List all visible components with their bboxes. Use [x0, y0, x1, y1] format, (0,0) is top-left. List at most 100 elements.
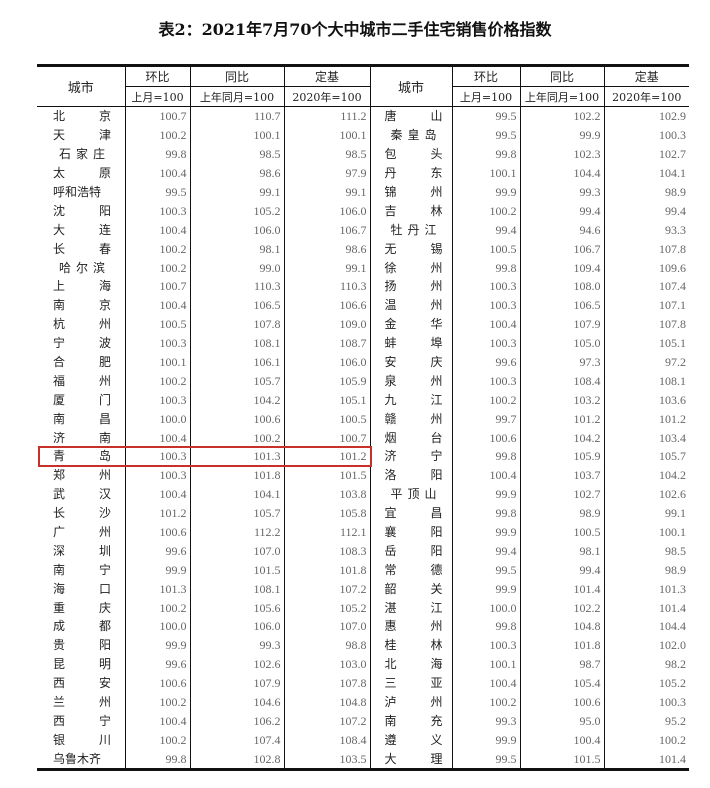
mom-cell: 100.2	[451, 201, 520, 221]
mom-cell: 99.5	[451, 560, 520, 580]
city-name: 北京	[53, 109, 111, 124]
mom-cell: 100.3	[124, 333, 190, 353]
yoy-cell: 106.7	[519, 239, 604, 259]
yoy-cell: 106.1	[189, 352, 284, 372]
city-name: 福州	[53, 373, 111, 388]
fixed-cell: 105.1	[283, 390, 370, 410]
city-name: 天津	[53, 128, 111, 143]
header-yoy-base: 上年同月=100	[519, 86, 604, 107]
mom-cell: 99.8	[451, 503, 520, 523]
city-cell: 合肥	[37, 353, 125, 372]
yoy-cell: 99.4	[519, 201, 604, 221]
mom-cell: 99.5	[451, 749, 520, 772]
yoy-cell: 94.6	[519, 220, 604, 240]
mom-cell: 99.9	[124, 560, 190, 580]
fixed-cell: 107.2	[283, 711, 370, 731]
mom-cell: 99.8	[451, 258, 520, 278]
fixed-cell: 99.1	[283, 258, 370, 278]
yoy-cell: 108.1	[189, 333, 284, 353]
fixed-cell: 98.5	[283, 144, 370, 164]
table-row: 兰州 100.2 104.6 104.8 泸州 100.2 100.6 100.3	[37, 692, 689, 712]
mom-cell: 100.4	[451, 314, 520, 334]
table-row: 厦门 100.3 104.2 105.1 九江 100.2 103.2 103.6	[37, 390, 689, 410]
table-row: 南京 100.4 106.5 106.6 温州 100.3 106.5 107.1	[37, 295, 689, 315]
yoy-cell: 98.9	[519, 503, 604, 523]
yoy-cell: 107.9	[189, 673, 284, 693]
mom-cell: 100.4	[124, 484, 190, 504]
city-name: 长沙	[53, 506, 111, 521]
header-fixed: 定基	[283, 64, 370, 87]
city-name: 南昌	[53, 411, 111, 426]
city-cell: 三亚	[369, 673, 452, 693]
yoy-cell: 102.8	[189, 749, 284, 772]
fixed-cell: 104.4	[603, 617, 689, 636]
city-name: 南充	[384, 713, 443, 728]
mom-cell: 99.8	[124, 749, 190, 772]
mom-cell: 100.2	[124, 239, 190, 259]
mom-cell: 99.4	[451, 220, 520, 240]
yoy-cell: 99.3	[519, 182, 604, 202]
fixed-cell: 111.2	[283, 106, 370, 126]
city-name: 太原	[53, 166, 111, 181]
table-row: 西宁 100.4 106.2 107.2 南充 99.3 95.0 95.2	[37, 711, 689, 731]
mom-cell: 100.2	[124, 692, 190, 712]
mom-cell: 100.2	[451, 390, 520, 410]
city-name: 济宁	[384, 449, 443, 464]
fixed-cell: 107.0	[283, 617, 370, 636]
yoy-cell: 106.0	[189, 617, 284, 636]
city-cell: 吉林	[369, 201, 452, 221]
mom-cell: 99.4	[451, 541, 520, 561]
price-index-table: 城市 环比 同比 定基 城市 环比 同比 定基 上月=100 上年同月=100 …	[37, 64, 689, 772]
mom-cell: 100.4	[124, 295, 190, 315]
city-cell: 沈阳	[37, 201, 125, 220]
city-name: 西宁	[53, 713, 111, 728]
city-cell: 银川	[37, 730, 125, 749]
mom-cell: 100.3	[451, 277, 520, 296]
city-name: 哈尔滨	[59, 260, 105, 275]
table-row: 郑州 100.3 101.8 101.5 洛阳 100.4 103.7 104.2	[37, 465, 689, 485]
city-cell: 平顶山	[369, 484, 452, 504]
header-fixed-base: 2020年=100	[283, 86, 370, 107]
fixed-cell: 98.8	[283, 635, 370, 655]
mom-cell: 100.6	[451, 428, 520, 448]
yoy-cell: 102.6	[189, 654, 284, 674]
fixed-cell: 107.8	[603, 239, 689, 259]
mom-cell: 99.8	[451, 617, 520, 636]
city-cell: 天津	[37, 126, 125, 145]
yoy-cell: 103.2	[519, 390, 604, 410]
fixed-cell: 101.3	[603, 579, 689, 599]
city-cell: 湛江	[369, 598, 452, 618]
fixed-cell: 107.1	[603, 295, 689, 315]
city-cell: 宁波	[37, 334, 125, 353]
mom-cell: 100.4	[124, 428, 190, 448]
mom-cell: 100.1	[124, 352, 190, 372]
header-fixed-base: 2020年=100	[603, 86, 689, 107]
city-name: 上海	[53, 279, 111, 294]
table-row: 长春 100.2 98.1 98.6 无锡 100.5 106.7 107.8	[37, 239, 689, 259]
city-name: 海口	[53, 581, 111, 596]
yoy-cell: 101.8	[519, 635, 604, 655]
mom-cell: 99.8	[124, 144, 190, 164]
city-name: 杭州	[53, 317, 111, 332]
table-row: 宁波 100.3 108.1 108.7 蚌埠 100.3 105.0 105.1	[37, 333, 689, 353]
fixed-cell: 107.4	[603, 277, 689, 296]
city-cell: 无锡	[369, 239, 452, 259]
table-title: 表2：2021年7月70个大中城市二手住宅销售价格指数	[158, 20, 552, 39]
yoy-cell: 104.4	[519, 163, 604, 183]
city-name: 惠州	[384, 619, 443, 634]
mom-cell: 100.0	[124, 617, 190, 636]
yoy-cell: 102.3	[519, 144, 604, 164]
city-cell: 石家庄	[37, 145, 125, 164]
fixed-cell: 112.1	[283, 522, 370, 542]
yoy-cell: 97.3	[519, 352, 604, 372]
city-cell: 长春	[37, 239, 125, 258]
city-name: 泉州	[384, 373, 443, 388]
mom-cell: 99.9	[451, 579, 520, 599]
city-cell: 桂林	[369, 635, 452, 655]
header-city: 城市	[369, 64, 452, 107]
mom-cell: 100.3	[451, 371, 520, 391]
yoy-cell: 102.2	[519, 598, 604, 618]
mom-cell: 100.1	[451, 654, 520, 674]
yoy-cell: 106.2	[189, 711, 284, 731]
fixed-cell: 108.3	[283, 541, 370, 561]
